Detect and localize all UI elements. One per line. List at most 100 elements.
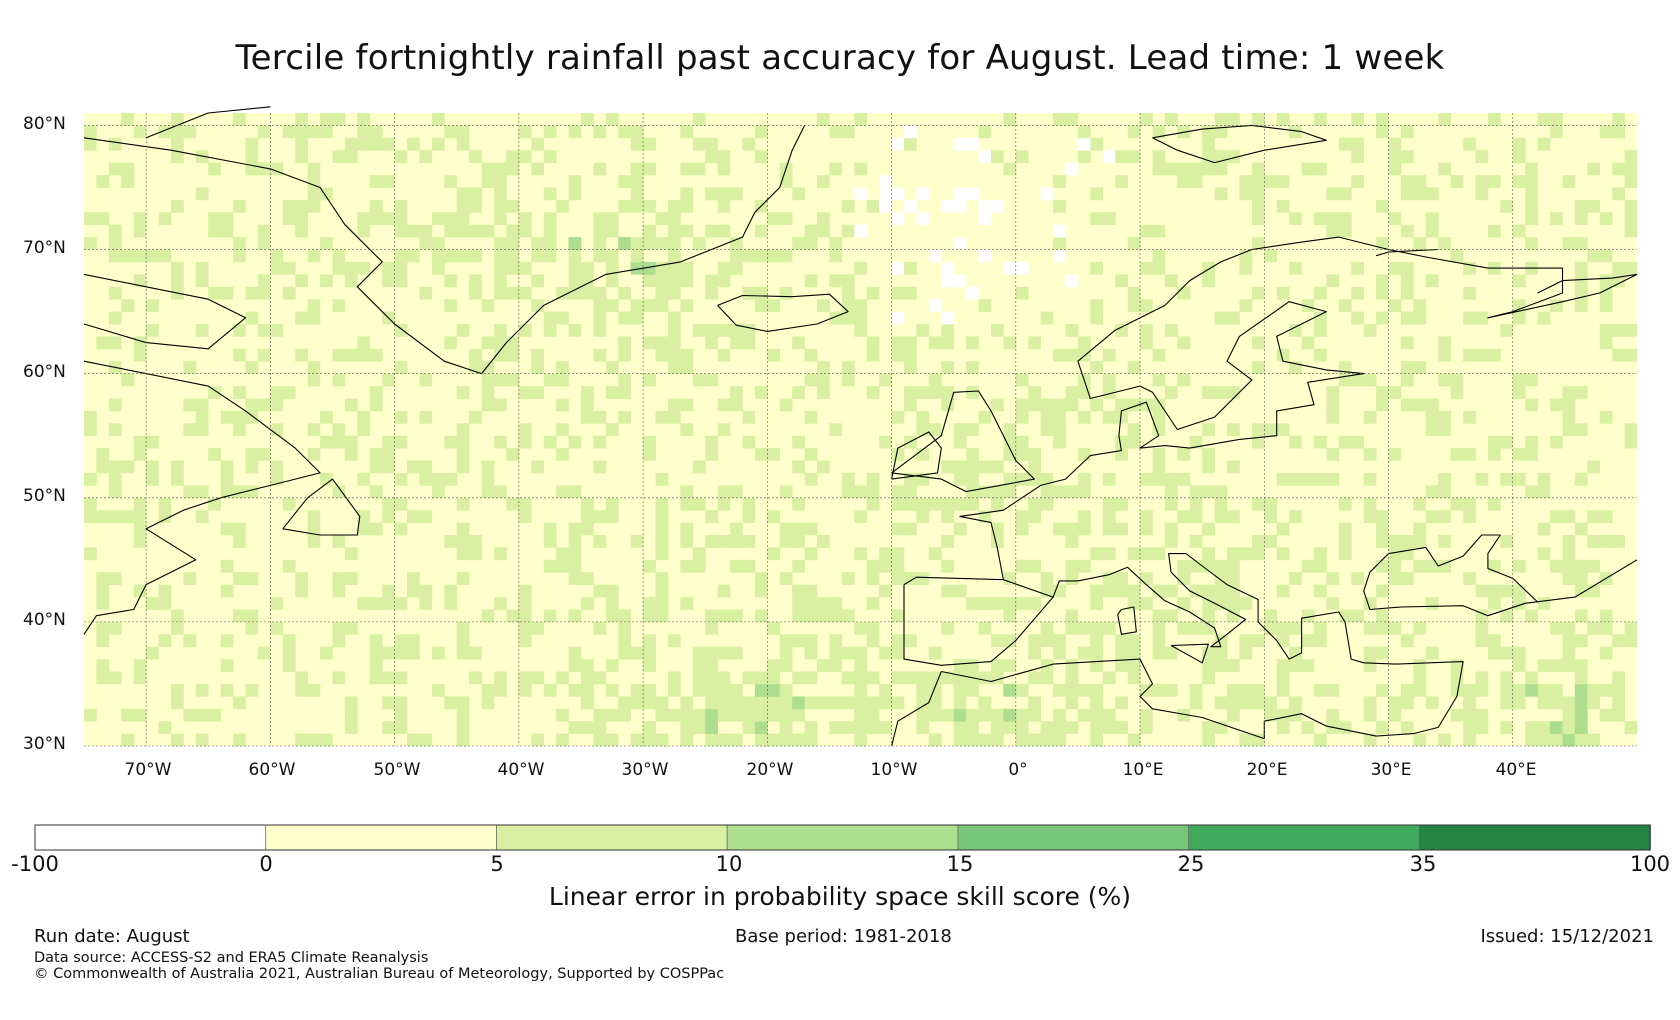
skill-cell	[966, 683, 979, 697]
skill-cell	[1574, 386, 1588, 399]
skill-cell	[717, 423, 731, 437]
skill-cell	[369, 137, 383, 151]
skill-cell	[257, 224, 271, 238]
skill-cell	[1152, 348, 1166, 362]
skill-cell	[1090, 646, 1104, 660]
skill-cell	[804, 671, 818, 685]
skill-cell	[456, 621, 470, 635]
skill-cell	[1140, 597, 1153, 610]
skill-cell	[1015, 373, 1029, 387]
skill-cell	[208, 386, 221, 399]
skill-cell	[1065, 621, 1079, 635]
skill-cell	[1177, 708, 1191, 722]
skill-cell	[928, 708, 942, 722]
skill-cell	[792, 187, 805, 201]
skill-cell	[1152, 547, 1166, 561]
skill-cell	[568, 249, 582, 263]
skill-cell	[1090, 733, 1104, 747]
base-period: Base period: 1981-2018	[735, 926, 952, 947]
skill-cell	[717, 162, 731, 176]
skill-cell	[1028, 448, 1041, 461]
skill-cell	[1077, 559, 1091, 573]
skill-cell	[1338, 137, 1352, 151]
skill-cell	[208, 162, 221, 176]
skill-cell	[928, 547, 942, 561]
skill-cell	[568, 522, 582, 536]
skill-cell	[581, 286, 594, 300]
skill-cell	[407, 510, 420, 523]
skill-cell	[1338, 299, 1352, 312]
skill-cell	[1537, 733, 1551, 747]
skill-cell	[1251, 361, 1265, 374]
skill-cell	[1425, 274, 1439, 288]
skill-cell	[171, 261, 184, 275]
skill-cell	[518, 423, 532, 437]
skill-cell	[1028, 696, 1041, 710]
skill-cell	[394, 696, 408, 710]
skill-cell	[605, 609, 619, 623]
skill-cell	[991, 485, 1004, 499]
skill-cell	[692, 559, 706, 573]
skill-cell	[866, 559, 880, 573]
skill-cell	[767, 348, 781, 362]
skill-cell	[108, 237, 122, 250]
skill-cell	[1127, 646, 1141, 660]
skill-cell	[407, 572, 420, 585]
skill-cell	[692, 659, 706, 672]
skill-cell	[494, 683, 507, 697]
skill-cell	[916, 410, 930, 424]
skill-cell	[84, 547, 97, 561]
skill-cell	[593, 249, 607, 263]
skill-cell	[394, 646, 408, 660]
skill-cell	[481, 224, 495, 238]
skill-cell	[1003, 721, 1017, 734]
skill-cell	[605, 510, 619, 523]
skill-cell	[1413, 659, 1427, 672]
skill-cell	[1276, 671, 1290, 685]
skill-cell	[593, 237, 607, 250]
skill-cell	[941, 386, 955, 399]
skill-cell	[171, 150, 184, 163]
skill-cell	[257, 398, 271, 412]
skill-cell	[1239, 299, 1253, 312]
skill-cell	[1537, 472, 1551, 486]
skill-cell	[643, 373, 656, 387]
skill-cell	[1140, 510, 1153, 523]
skill-cell	[1053, 708, 1066, 722]
skill-cell	[307, 299, 321, 312]
skill-cell	[1065, 696, 1079, 710]
skill-cell	[84, 497, 97, 511]
skill-cell	[1376, 522, 1389, 536]
skill-cell	[817, 373, 830, 387]
skill-cell	[295, 572, 308, 585]
skill-cell	[655, 547, 669, 561]
skill-cell	[568, 175, 582, 188]
skill-cell	[667, 249, 681, 263]
skill-cell	[1102, 522, 1116, 536]
skill-cell	[469, 671, 482, 685]
skill-cell	[407, 634, 420, 648]
skill-cell	[643, 224, 656, 238]
skill-cell	[581, 597, 594, 610]
skill-cell	[904, 398, 917, 412]
skill-cell	[1425, 187, 1439, 201]
skill-cell	[1202, 137, 1215, 151]
skill-cell	[1077, 137, 1091, 151]
skill-cell	[618, 311, 631, 325]
skill-cell	[1077, 485, 1091, 499]
skill-cell	[1338, 187, 1352, 201]
skill-cell	[1413, 683, 1427, 697]
skill-cell	[568, 125, 582, 139]
skill-cell	[1376, 274, 1389, 288]
skill-cell	[158, 584, 172, 598]
colorbar-tick-25: 25	[1177, 852, 1205, 876]
skill-cell	[245, 286, 259, 300]
skill-cell	[1525, 448, 1538, 461]
skill-cell	[394, 224, 408, 238]
skill-cell	[593, 299, 607, 312]
skill-cell	[1227, 150, 1240, 163]
skill-cell	[1351, 609, 1364, 623]
skill-cell	[1512, 448, 1526, 461]
skill-cell	[841, 609, 855, 623]
skill-cell	[1202, 162, 1215, 176]
